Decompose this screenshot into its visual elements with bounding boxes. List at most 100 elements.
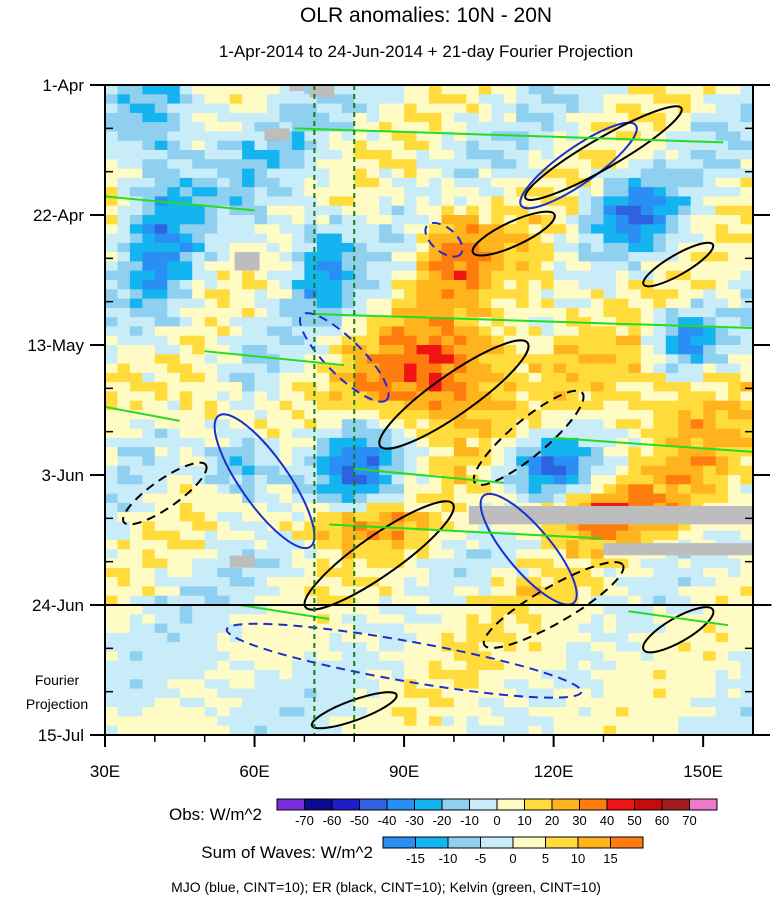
heatmap-cell	[466, 410, 480, 420]
heatmap-cell	[316, 577, 330, 587]
heatmap-cell	[217, 363, 231, 374]
heatmap-cell	[516, 447, 530, 457]
heatmap-cell	[117, 605, 131, 615]
heatmap-cell	[267, 632, 281, 643]
heatmap-cell	[740, 103, 753, 114]
heatmap-cell	[192, 280, 206, 290]
heatmap-cell	[154, 345, 168, 355]
heatmap-cell	[566, 716, 580, 727]
heatmap-cell	[404, 391, 418, 402]
heatmap-cell	[503, 632, 517, 643]
heatmap-cell	[154, 605, 168, 615]
heatmap-cell	[566, 447, 580, 457]
heatmap-cell	[341, 289, 355, 300]
heatmap-cell	[503, 382, 517, 392]
heatmap-cell	[728, 632, 742, 643]
heatmap-cell	[404, 187, 418, 197]
heatmap-cell	[566, 540, 580, 550]
heatmap-cell	[728, 614, 742, 625]
heatmap-cell	[267, 530, 281, 541]
heatmap-cell	[179, 307, 193, 318]
heatmap-cell	[105, 512, 119, 522]
heatmap-cell	[591, 103, 605, 114]
heatmap-cell	[603, 224, 617, 235]
heatmap-cell	[304, 94, 318, 105]
heatmap-cell	[678, 716, 692, 727]
heatmap-cell	[603, 428, 617, 439]
heatmap-cell	[154, 289, 168, 300]
heatmap-cell	[528, 632, 542, 643]
heatmap-cell	[117, 280, 131, 290]
heatmap-cell	[192, 716, 206, 727]
heatmap-cell	[267, 103, 281, 114]
heatmap-cell	[341, 540, 355, 550]
heatmap-cell	[154, 400, 168, 411]
heatmap-cell	[366, 131, 380, 142]
heatmap-cell	[142, 372, 156, 383]
heatmap-cell	[304, 280, 318, 290]
heatmap-cell	[379, 595, 393, 606]
heatmap-cell	[653, 567, 667, 578]
heatmap-cell	[491, 122, 505, 132]
heatmap-cell	[129, 112, 143, 123]
heatmap-cell	[154, 242, 168, 253]
heatmap-cell	[404, 725, 418, 735]
heatmap-cell	[640, 586, 654, 597]
heatmap-cell	[478, 354, 492, 365]
heatmap-cell	[653, 224, 667, 235]
heatmap-cell	[179, 177, 193, 188]
colorbar-box	[551, 798, 580, 811]
heatmap-cell	[665, 632, 679, 643]
heatmap-cell	[366, 335, 380, 346]
heatmap-cell	[379, 651, 393, 662]
heatmap-cell	[267, 289, 281, 300]
heatmap-cell	[229, 307, 243, 318]
heatmap-cell	[528, 651, 542, 662]
heatmap-cell	[354, 558, 368, 569]
heatmap-cell	[204, 447, 218, 457]
heatmap-cell	[154, 465, 168, 476]
heatmap-cell	[316, 280, 330, 290]
heatmap-cell	[279, 484, 293, 495]
heatmap-cell	[217, 595, 231, 606]
heatmap-cell	[541, 168, 555, 179]
y-tick-label: 22-Apr	[33, 206, 84, 225]
heatmap-cell	[105, 280, 119, 290]
heatmap-cell	[117, 205, 131, 216]
heatmap-cell	[591, 419, 605, 430]
er-contour	[310, 691, 398, 730]
heatmap-cell	[154, 391, 168, 402]
heatmap-cell	[117, 502, 131, 513]
heatmap-cell	[291, 410, 305, 420]
heatmap-cell	[528, 335, 542, 346]
heatmap-cell	[117, 177, 131, 188]
heatmap-cell	[715, 112, 729, 123]
heatmap-cell	[229, 298, 243, 309]
heatmap-cell	[379, 502, 393, 513]
heatmap-cell	[217, 112, 231, 123]
heatmap-cell	[179, 140, 193, 151]
heatmap-cell	[279, 150, 293, 160]
kelvin-contour	[105, 195, 255, 212]
heatmap-cell	[279, 280, 293, 290]
heatmap-cell	[429, 502, 443, 513]
heatmap-cell	[516, 280, 530, 290]
heatmap-cell	[404, 307, 418, 318]
heatmap-cell	[640, 558, 654, 569]
colorbar-label: -30	[405, 813, 424, 828]
heatmap-cell	[379, 335, 393, 346]
heatmap-cell	[678, 196, 692, 207]
heatmap-cell	[628, 586, 642, 597]
heatmap-cell	[603, 586, 617, 597]
heatmap-cell	[429, 159, 443, 170]
heatmap-cell	[603, 530, 617, 541]
heatmap-cell	[740, 187, 753, 197]
heatmap-cell	[366, 345, 380, 355]
heatmap-cell	[516, 224, 530, 235]
heatmap-cell	[603, 670, 617, 680]
heatmap-cell	[566, 586, 580, 597]
heatmap-cell	[304, 270, 318, 281]
heatmap-cell	[491, 447, 505, 457]
missing-data-patch	[468, 505, 753, 525]
heatmap-cell	[105, 465, 119, 476]
